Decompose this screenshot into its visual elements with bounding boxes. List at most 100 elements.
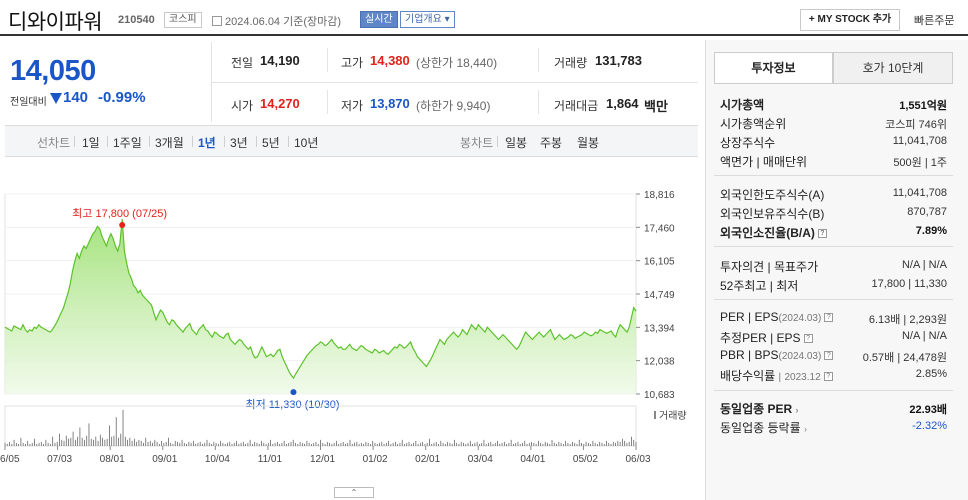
candle-tab[interactable]: 월봉 (577, 136, 600, 150)
x-tick-label: 11/01 (258, 454, 283, 465)
lower-limit: (하한가 9,940) (416, 99, 491, 113)
help-icon[interactable]: ? (823, 372, 833, 382)
help-icon[interactable]: ? (824, 313, 834, 323)
period-tab[interactable]: 3개월 (155, 136, 184, 150)
shares-value: 11,041,708 (892, 135, 947, 147)
period-tab[interactable]: 5년 (262, 136, 280, 150)
pbr-text: PBR | BPS (720, 348, 779, 362)
down-arrow-icon (50, 93, 62, 104)
foreign-ratio-value: 7.89% (915, 225, 947, 237)
candle-tab[interactable]: 주봉 (540, 136, 563, 150)
tab-hoga[interactable]: 호가 10단계 (833, 52, 953, 84)
volume-bars: 거래량 (4, 405, 687, 447)
div-text: 배당수익률 (720, 369, 776, 383)
per-text: PER | EPS (720, 310, 779, 324)
divider (714, 390, 953, 391)
current-price: 14,050 (10, 55, 96, 87)
pbr-value: 0.57배 | 24,478원 (862, 352, 947, 364)
collapse-button[interactable]: ⌃ (334, 487, 374, 498)
amount-value: 1,864 (606, 96, 639, 111)
ind-per-label[interactable]: 동일업종 PER › (720, 402, 799, 416)
x-tick-label: 10/04 (205, 454, 230, 465)
y-tick-label: 10,683 (644, 390, 675, 401)
foreign-ratio-text: 외국인소진율(B/A) (720, 226, 815, 240)
tab-investment-info[interactable]: 투자정보 (714, 52, 833, 84)
x-tick-label: 09/01 (152, 454, 177, 465)
amount-unit: 백만 (644, 99, 668, 114)
min-label: 최저 11,330 (10/30) (245, 398, 339, 411)
divider (288, 136, 289, 147)
x-tick-label: 02/01 (415, 454, 440, 465)
period-tab[interactable]: 1년 (198, 136, 216, 150)
shares-label: 상장주식수 (720, 136, 776, 150)
divider (192, 136, 193, 147)
y-axis: 18,816 17,460 16,105 14,749 13,394 12,038 10,6… (636, 190, 675, 401)
x-tick-label: 05/02 (573, 454, 598, 465)
foreign-hold-value: 870,787 (907, 206, 947, 218)
x-tick-label: 03/04 (468, 454, 493, 465)
realtime-button[interactable]: 실시간 (360, 11, 398, 28)
x-tick-label: 01/02 (363, 454, 388, 465)
y-tick-label: 14,749 (644, 290, 675, 301)
amount-label: 거래대금 (554, 99, 599, 113)
right-panel (705, 40, 968, 500)
week52-value: 17,800 | 11,330 (871, 278, 947, 290)
date-text: 2024.06.04 기준(장마감) (212, 13, 341, 29)
quick-order-link[interactable]: 빠른주문 (914, 15, 955, 27)
ind-rate-label[interactable]: 동일업종 등락률 › (720, 421, 807, 435)
max-label: 최고 17,800 (07/25) (72, 207, 167, 220)
period-bar (5, 125, 698, 157)
date-label: 2024.06.04 기준(장마감) (225, 16, 342, 28)
divider (149, 136, 150, 147)
change-label: 전일대비 (10, 97, 47, 108)
divider (714, 246, 953, 247)
volume-value: 131,783 (595, 53, 642, 68)
divider (714, 299, 953, 300)
min-marker (290, 389, 297, 396)
help-icon[interactable]: ? (803, 334, 813, 344)
per-value: 6.13배 | 2,293원 (868, 314, 947, 326)
prev-close-label: 전일 (231, 56, 254, 70)
market-badge: 코스피 (164, 12, 202, 28)
foreign-limit-value: 11,041,708 (892, 187, 947, 199)
period-tab[interactable]: 1주일 (113, 136, 142, 150)
est-per-label: 추정PER | EPS? (720, 329, 813, 346)
price-chart[interactable]: 18,816 17,460 16,105 14,749 13,394 12,038 10,6… (0, 180, 700, 475)
div-value: 2.85% (915, 368, 947, 380)
y-tick-label: 17,460 (644, 223, 675, 234)
header-divider (0, 34, 968, 36)
open-label: 시가 (231, 99, 254, 113)
opinion-value: N/A | N/A (901, 259, 947, 271)
stock-code: 210540 (118, 14, 155, 26)
divider (224, 136, 225, 147)
volume-legend-swatch (654, 411, 656, 419)
price-area (5, 219, 636, 394)
per-date: (2024.03) (778, 313, 822, 324)
period-tab[interactable]: 1일 (82, 136, 100, 150)
y-tick-label: 16,105 (644, 257, 675, 268)
divider (538, 90, 539, 114)
par-label: 액면가 | 매매단위 (720, 155, 808, 169)
volume-legend-label: 거래량 (659, 410, 687, 422)
period-tab[interactable]: 10년 (294, 136, 319, 150)
company-info-dropdown[interactable]: 기업개요 ▾ (400, 11, 455, 28)
high-label: 고가 (341, 56, 364, 70)
period-tab[interactable]: 3년 (230, 136, 248, 150)
x-axis: 06/05 07/03 08/01 09/01 10/04 11/01 12/01 01/02… (0, 446, 651, 465)
low-label: 저가 (341, 99, 364, 113)
ind-rate-value: -2.32% (912, 420, 947, 432)
prev-close-value: 14,190 (260, 53, 300, 68)
divider (107, 136, 108, 147)
candle-tab[interactable]: 일봉 (505, 136, 528, 150)
divider (327, 90, 328, 114)
div-date: 2023.12 (784, 372, 821, 383)
help-icon[interactable]: ? (824, 351, 834, 361)
calendar-icon (212, 16, 222, 26)
change-value: 140 (63, 89, 89, 106)
mktcap-rank-label: 시가총액순위 (720, 117, 787, 131)
est-per-text: 추정PER | EPS (720, 331, 801, 345)
help-icon[interactable]: ? (817, 229, 827, 239)
mystock-add-button[interactable]: + MY STOCK 추가 (800, 9, 900, 31)
par-value: 500원 | 1주 (893, 157, 947, 169)
est-per-value: N/A | N/A (901, 330, 947, 342)
